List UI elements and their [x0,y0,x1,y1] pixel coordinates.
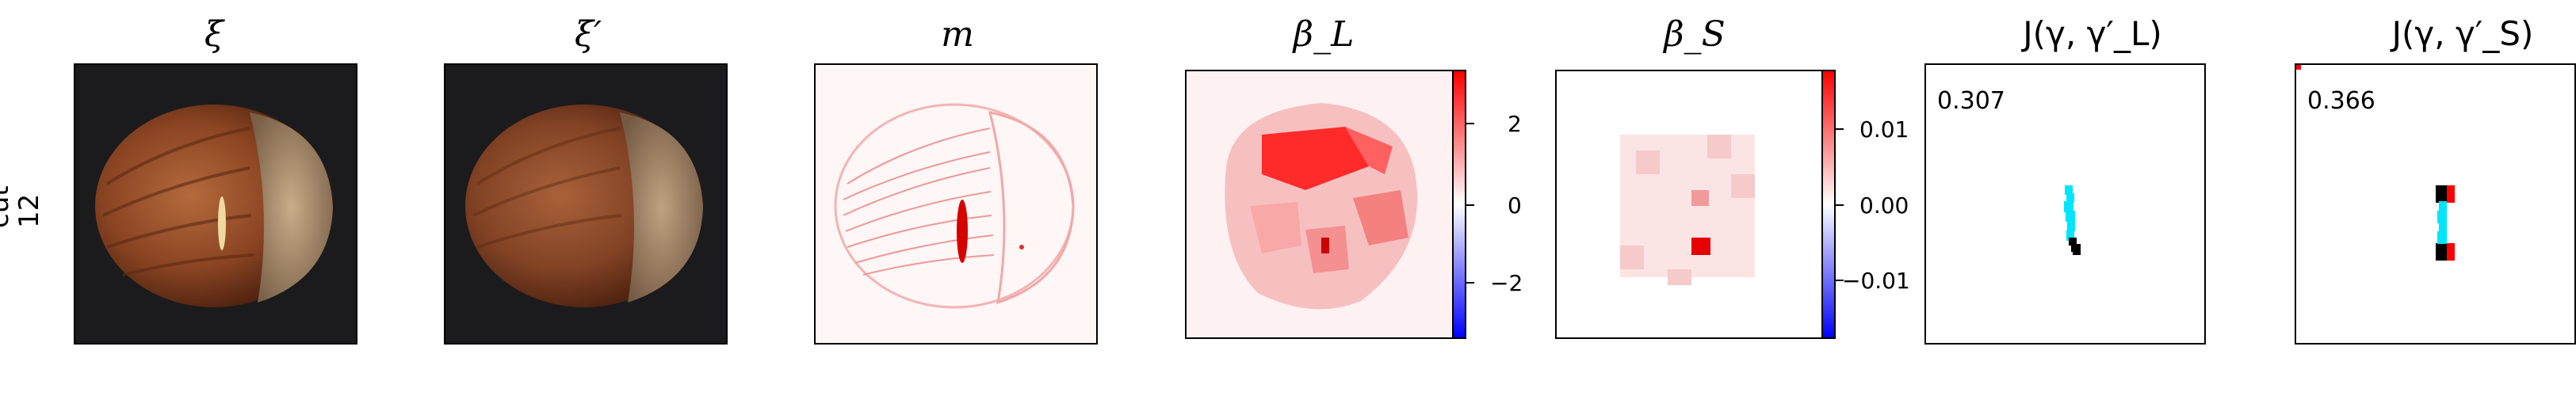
superpixel-heatmap-large [1187,71,1457,337]
hazelnut-image-xi [95,105,333,307]
plot-j-l: 0.307 [1924,63,2206,345]
row-label-line1: cut [0,185,15,228]
row-label: cut 12 [0,185,45,228]
colorbar-beta-l [1452,70,1466,339]
panel-title-beta-s: β_S [1664,14,1726,55]
beta-s-tick-mid: 0.00 [1859,192,1909,219]
panel-title-xi: ξ [204,14,224,55]
mask-heatmap [834,103,1075,309]
plot-j-s: 0.366 [2295,63,2576,345]
image-xi-prime [444,63,728,345]
image-m [814,63,1098,345]
panel-title-j-s: J(γ, γ′_S) [2391,14,2534,53]
score-j-s: 0.366 [2307,87,2375,115]
grid-heatmap-small [1620,135,1755,285]
beta-l-tick-mid: 0 [1508,192,1522,219]
beta-s-tick-top: 0.01 [1859,116,1909,143]
panel-title-beta-l: β_L [1293,14,1355,55]
beta-s-tick-bottom: −0.01 [1842,268,1910,294]
panel-title-j-l: J(γ, γ′_L) [2023,14,2162,53]
image-beta-s [1555,70,1829,339]
row-label-line2: 12 [13,193,45,228]
image-xi [74,63,357,345]
path-overlay-j-s [2296,65,2455,261]
colorbar-beta-s [1821,70,1836,339]
score-j-l: 0.307 [1937,87,2005,115]
image-beta-l [1185,70,1458,339]
beta-l-tick-top: 2 [1508,111,1522,137]
path-overlay-j-l [2064,185,2081,255]
panel-title-xi-prime: ξ′ [574,14,602,55]
hazelnut-image-xi-prime [465,105,703,307]
panel-title-m: m [941,14,974,55]
beta-l-tick-bottom: −2 [1490,270,1523,296]
